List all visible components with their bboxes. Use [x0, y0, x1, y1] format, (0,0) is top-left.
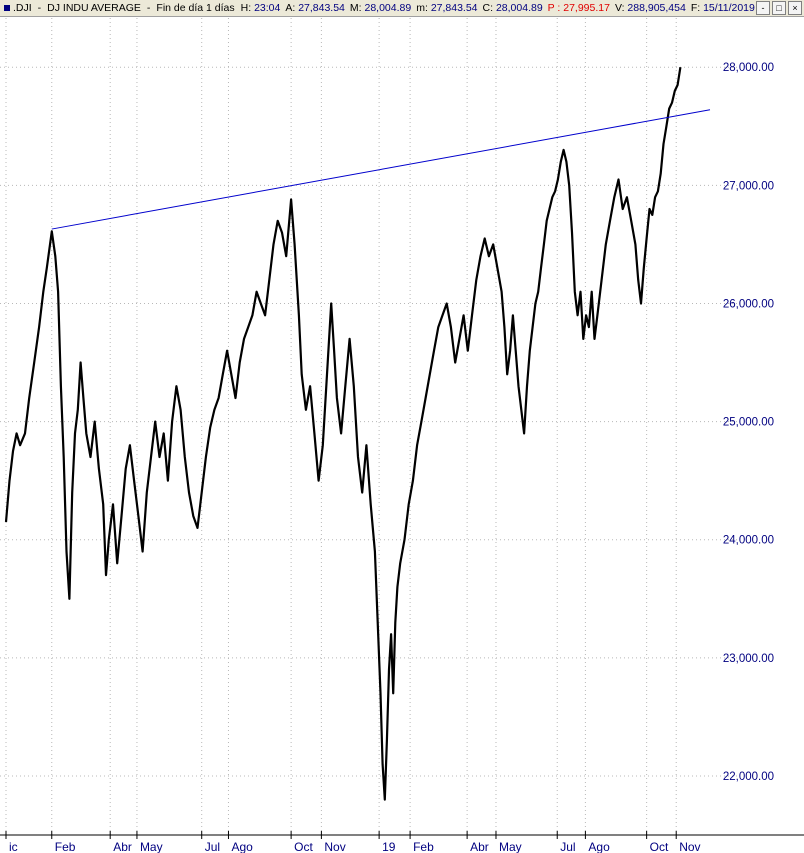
header-low-key: m: — [416, 2, 431, 14]
y-tick-label: 27,000.00 — [723, 180, 774, 192]
header-close-value: 28,004.89 — [495, 2, 543, 14]
x-tick-label: Oct — [294, 840, 313, 853]
header-close-key: C: — [482, 2, 496, 14]
x-tick-label: Feb — [55, 840, 76, 853]
header-period: Fin de día 1 días — [156, 2, 235, 14]
header-high-key: M: — [349, 2, 365, 14]
header-low-value: 27,843.54 — [430, 2, 478, 14]
x-tick-label: Oct — [650, 840, 669, 853]
header-name: DJ INDU AVERAGE — [47, 2, 141, 14]
header-symbol: .DJI — [13, 2, 32, 14]
y-tick-label: 26,000.00 — [723, 298, 774, 310]
header-high-value: 28,004.89 — [364, 2, 412, 14]
close-button[interactable]: × — [788, 1, 802, 15]
x-tick-label: Feb — [413, 840, 434, 853]
y-tick-label: 22,000.00 — [723, 771, 774, 783]
header-sep-1: - — [37, 2, 42, 14]
header-open: A: 27,843.54 — [285, 2, 350, 14]
header-open-value: 27,843.54 — [298, 2, 345, 14]
header-last-value: 27,995.17 — [563, 2, 610, 14]
x-tick-label: Jul — [560, 840, 575, 853]
header-fields: H: 23:04 A: 27,843.54 M: 28,004.89 m: 27,84… — [241, 2, 760, 14]
x-tick-label: May — [140, 840, 163, 853]
trendline — [51, 109, 711, 230]
x-tick-label: ic — [9, 840, 18, 853]
y-tick-label: 28,000.00 — [723, 62, 774, 74]
x-tick-label: Nov — [324, 840, 345, 853]
header-last: P : 27,995.17 — [548, 2, 615, 14]
maximize-button[interactable]: □ — [772, 1, 786, 15]
y-tick-label: 25,000.00 — [723, 417, 774, 429]
header-low: m: 27,843.54 — [416, 2, 482, 14]
header-last-key: P : — [547, 2, 564, 14]
y-tick-label: 24,000.00 — [723, 535, 774, 547]
header-volume-key: V: — [614, 2, 628, 14]
x-tick-label: 19 — [382, 840, 396, 853]
header-time-value: 23:04 — [254, 2, 281, 14]
window-buttons: - □ × — [756, 1, 802, 15]
x-tick-label: Ago — [231, 840, 253, 853]
header-volume: V: 288,905,454 — [615, 2, 691, 14]
header-sep-2: - — [146, 2, 151, 14]
header-date-key: F: — [690, 2, 704, 14]
x-tick-label: Nov — [679, 840, 700, 853]
x-tick-label: Abr — [113, 840, 132, 853]
x-tick-label: Jul — [205, 840, 220, 853]
header-volume-value: 288,905,454 — [627, 2, 686, 14]
header-high: M: 28,004.89 — [350, 2, 416, 14]
y-tick-label: 23,000.00 — [723, 653, 774, 665]
header-time-key: H: — [240, 2, 255, 14]
header-close: C: 28,004.89 — [483, 2, 548, 14]
x-tick-label: May — [499, 840, 522, 853]
header-open-key: A: — [285, 2, 299, 14]
window-icon — [4, 5, 10, 12]
x-tick-label: Ago — [588, 840, 610, 853]
chart-header: .DJI - DJ INDU AVERAGE - Fin de día 1 días H:… — [0, 0, 804, 17]
header-date: F: 15/11/2019 — [691, 2, 760, 14]
header-time: H: 23:04 — [241, 2, 286, 14]
price-series-line — [4, 67, 682, 801]
header-date-value: 15/11/2019 — [703, 2, 755, 14]
minimize-button[interactable]: - — [756, 1, 770, 15]
x-tick-label: Abr — [470, 840, 489, 853]
